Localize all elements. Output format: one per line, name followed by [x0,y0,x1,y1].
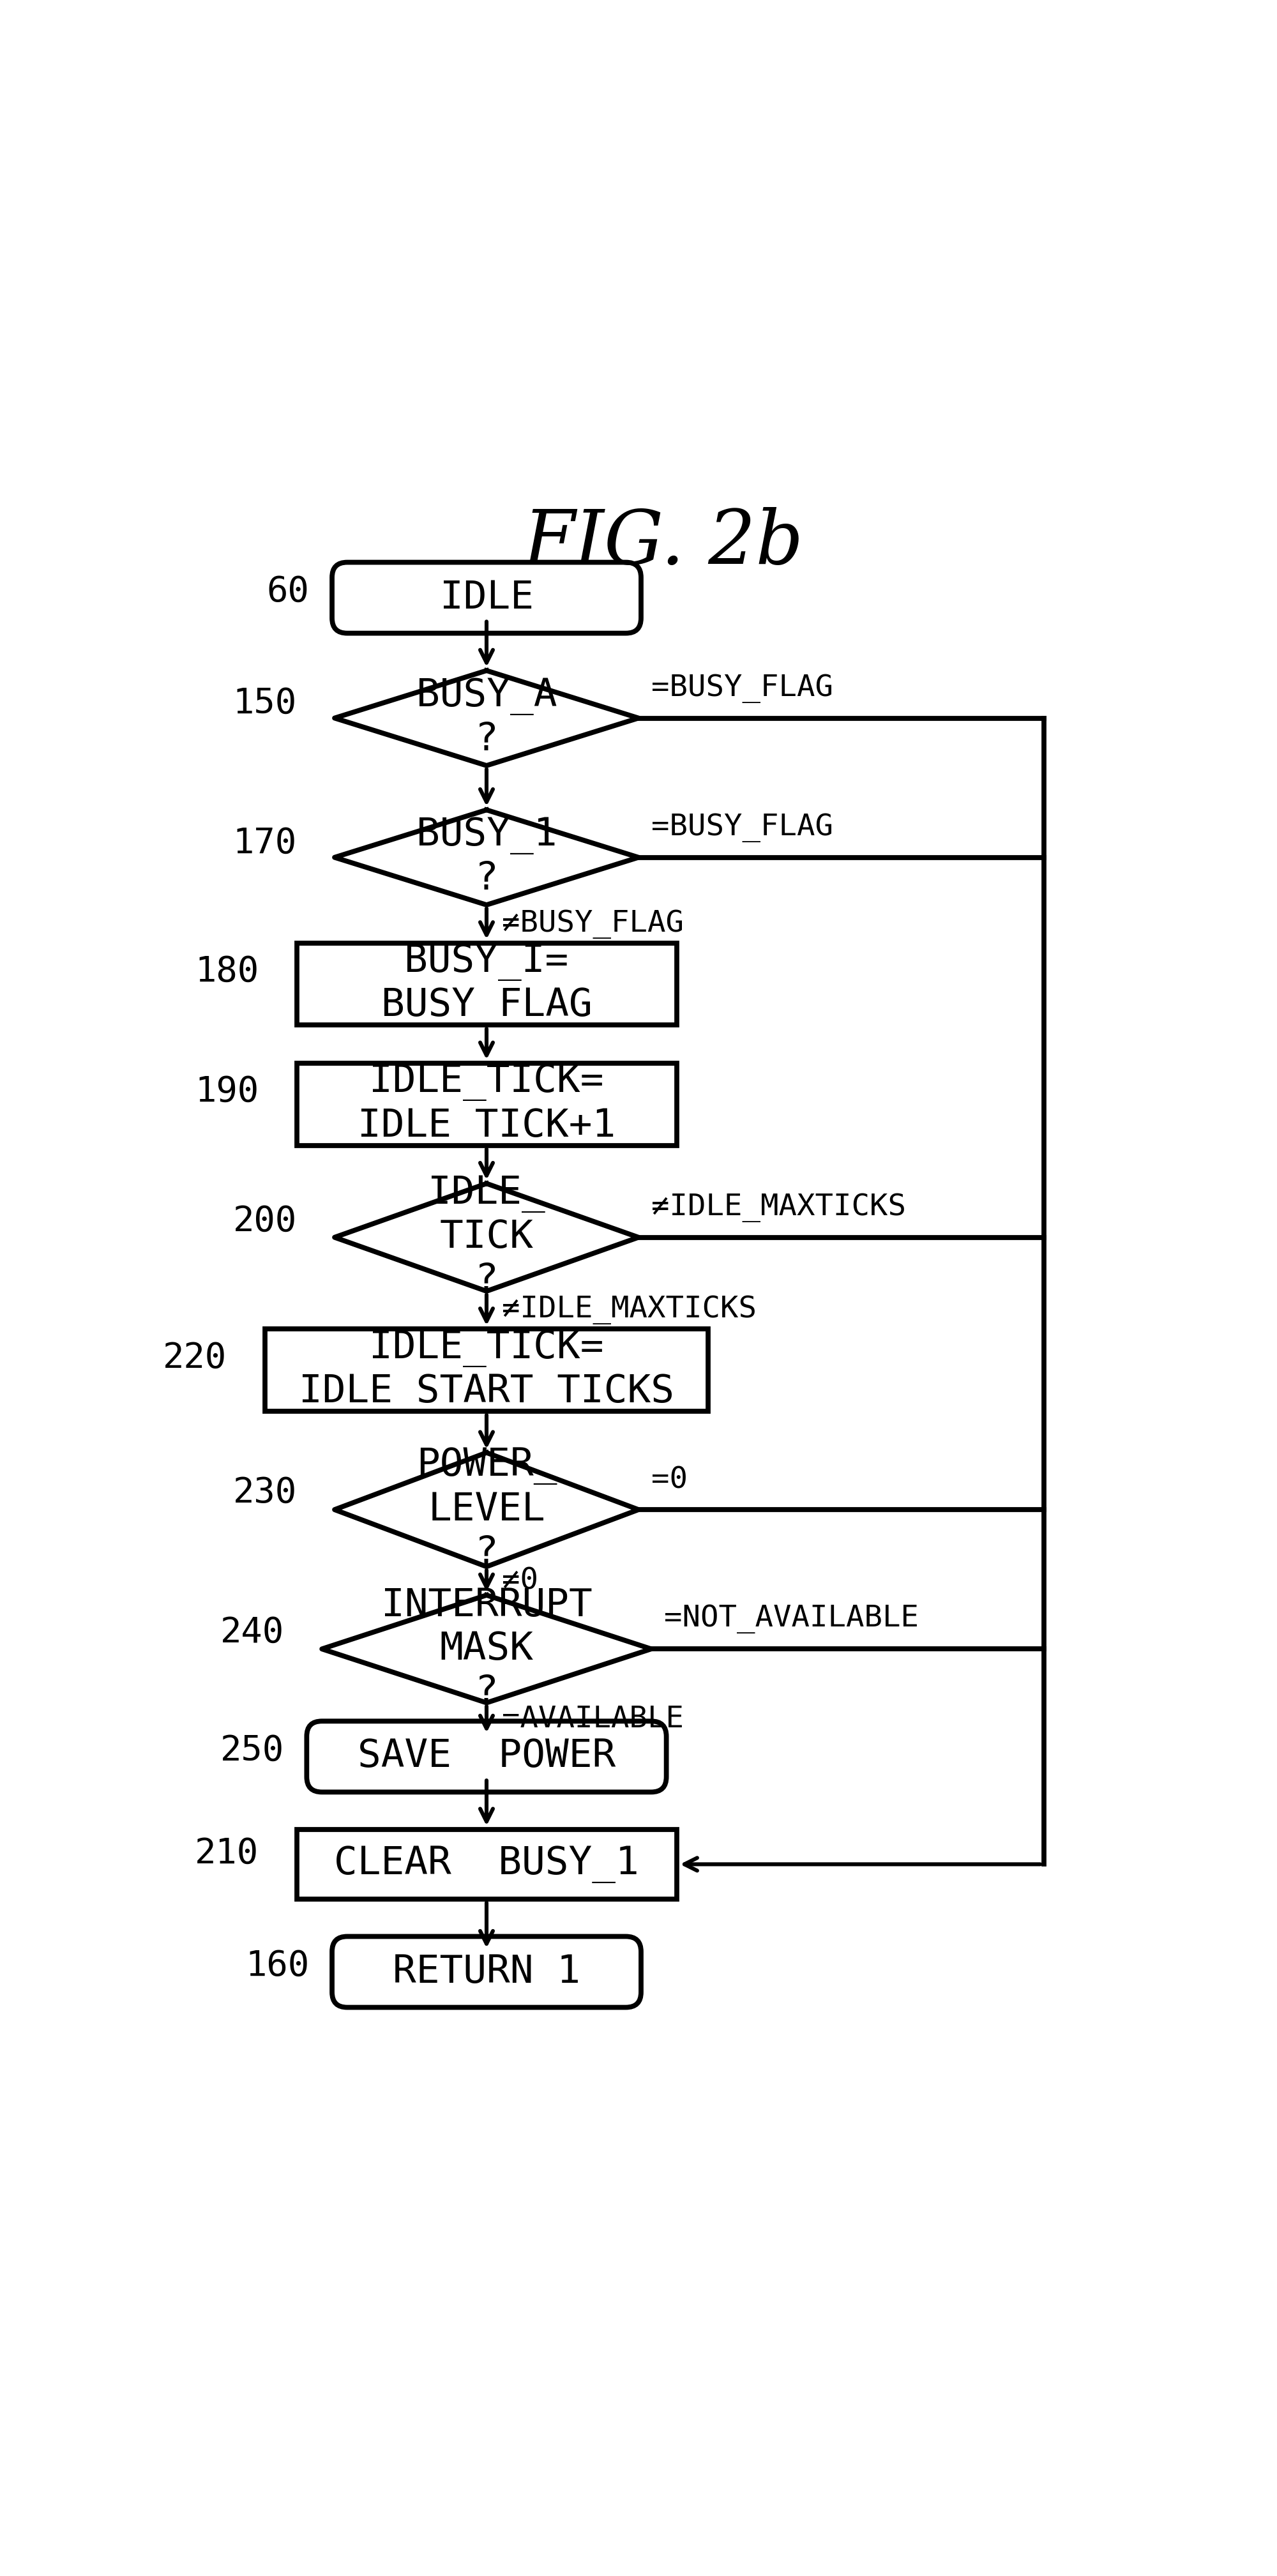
Text: CLEAR  BUSY_1: CLEAR BUSY_1 [335,1844,638,1883]
Text: =BUSY_FLAG: =BUSY_FLAG [651,814,833,842]
Text: ≠BUSY_FLAG: ≠BUSY_FLAG [502,909,683,938]
FancyBboxPatch shape [306,1721,667,1793]
Text: IDLE_TICK=
IDLE_TICK+1: IDLE_TICK= IDLE_TICK+1 [358,1064,616,1146]
Text: =AVAILABLE: =AVAILABLE [502,1705,683,1734]
Text: 200: 200 [232,1203,296,1239]
Text: 230: 230 [232,1476,296,1510]
Text: 190: 190 [194,1074,259,1110]
Text: 240: 240 [220,1615,283,1651]
Bar [264,1329,709,1412]
Text: BUSY_A
?: BUSY_A ? [416,677,557,760]
Text: =0: =0 [651,1466,687,1494]
Text: 250: 250 [220,1734,283,1767]
Text: BUSY_1
?: BUSY_1 ? [416,817,557,899]
Text: =BUSY_FLAG: =BUSY_FLAG [651,675,833,703]
Text: IDLE: IDLE [439,580,534,616]
FancyBboxPatch shape [332,1937,641,2007]
Text: 160: 160 [245,1947,309,1984]
Text: FIG. 2b: FIG. 2b [524,507,805,580]
Text: ≠IDLE_MAXTICKS: ≠IDLE_MAXTICKS [651,1193,905,1221]
Text: BUSY_I=
BUSY_FLAG: BUSY_I= BUSY_FLAG [381,943,593,1025]
Text: ≠IDLE_MAXTICKS: ≠IDLE_MAXTICKS [502,1296,756,1324]
Text: SAVE  POWER: SAVE POWER [358,1739,616,1775]
FancyBboxPatch shape [332,562,641,634]
Text: 180: 180 [194,956,259,989]
Text: INTERRUPT
MASK
?: INTERRUPT MASK ? [381,1587,593,1710]
Text: 210: 210 [194,1837,259,1870]
Text: RETURN 1: RETURN 1 [393,1953,581,1991]
Text: 220: 220 [163,1340,227,1376]
Text: 150: 150 [232,688,296,721]
Text: 60: 60 [267,574,309,608]
Bar [296,943,677,1025]
Text: 170: 170 [232,827,296,860]
Bar [296,1064,677,1146]
Bar [296,1829,677,1899]
Text: IDLE_
TICK
?: IDLE_ TICK ? [428,1175,545,1301]
Text: =NOT_AVAILABLE: =NOT_AVAILABLE [664,1605,918,1633]
Text: ≠0: ≠0 [502,1566,538,1595]
Text: POWER_
LEVEL
?: POWER_ LEVEL ? [416,1448,557,1571]
Text: IDLE_TICK=
IDLE_START_TICKS: IDLE_TICK= IDLE_START_TICKS [299,1329,674,1412]
